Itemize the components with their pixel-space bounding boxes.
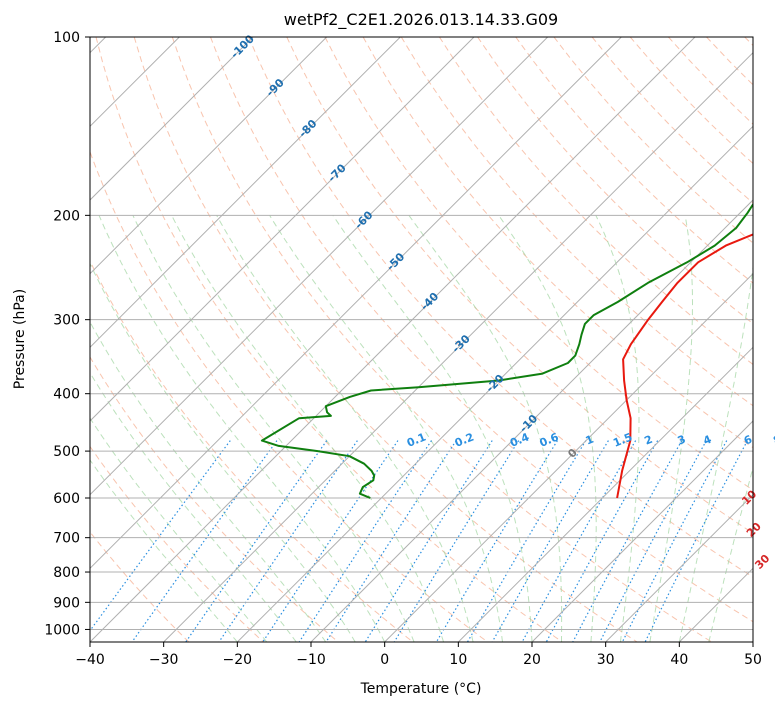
x-tick-label: −40 [75,652,105,668]
mixing-ratio-line [364,440,493,642]
y-tick-label: 800 [53,565,80,581]
y-tick-label: 500 [53,444,80,460]
x-tick-label: −30 [149,652,179,668]
y-axis-label: Pressure (hPa) [12,289,28,389]
mixing-ratio-line [131,440,278,642]
y-tick-label: 1000 [44,622,80,638]
y-tick-label: 900 [53,595,80,611]
dry-adiabat-line [90,356,339,642]
moist-adiabat-line [171,215,445,642]
x-tick-label: 20 [523,652,541,668]
x-tick-label: 40 [670,652,688,668]
isotherm-line [90,37,401,349]
grid [90,37,753,642]
dry-adiabat-line [248,37,753,578]
y-tick-label: 100 [53,30,80,46]
moist-adiabat-line [408,215,563,642]
mixing-ratio-line [435,440,558,642]
y-tick-label: 700 [53,531,80,547]
mixing-ratio-line [599,440,707,642]
dry-adiabat-line [477,37,753,325]
isotherm-line [384,272,753,642]
y-tick-label: 600 [53,491,80,507]
mixing-ratio-line [90,440,231,632]
mixing-ratio-label: 8 [771,433,775,448]
moist-adiabat-line [216,215,474,642]
mixing-ratio-line [644,440,748,642]
x-tick-label: 0 [380,652,389,668]
dry-adiabat-line [133,37,638,642]
isotherm-line [163,51,753,642]
mixing-ratio-line [218,440,358,642]
dry-adiabat-line [210,37,753,623]
isotherm-line [90,37,549,496]
x-tick-label: 10 [449,652,467,668]
isotherm-line [90,37,254,201]
profiles [260,202,753,499]
dry-adiabat-line [90,445,264,642]
y-tick-label: 300 [53,313,80,329]
dewpoint-profile [260,202,753,499]
mixing-ratio-line [621,440,728,642]
moist-adiabat-line [132,215,415,642]
isotherm-line [90,37,328,275]
isotherm-line [236,125,753,642]
isotherm-line [90,37,475,422]
isotherm-line [605,493,753,642]
mixing-ratio-line [545,440,659,642]
isotherm-line [90,37,696,642]
x-axis-ticks: −40 −30 −20 −10 0 10 20 30 40 50 [75,642,762,668]
dry-adiabat-line [324,37,753,491]
mixing-ratio-line [572,440,683,642]
moist-adiabat-line [98,215,386,642]
isotherm-line [457,346,753,642]
dry-adiabat-line [90,150,488,642]
isotherm-line [531,420,753,642]
y-axis-ticks: 100 200 300 400 500 600 700 800 900 1000 [44,30,90,638]
mixing-ratio-label: 3 [676,433,688,448]
moist-adiabat-line [269,215,503,642]
isotherm-line [310,199,753,642]
mixing-ratio-line [491,440,609,642]
moist-adiabat-label: 40 [772,580,775,600]
chart-title: wetPf2_C2E1.2026.013.14.33.G09 [284,10,558,30]
y-tick-label: 200 [53,208,80,224]
x-tick-label: −20 [223,652,253,668]
y-tick-label: 400 [53,387,80,403]
moist-adiabat-line [90,262,356,642]
moist-adiabat-line [595,215,640,642]
x-tick-label: 30 [597,652,615,668]
moist-adiabat-line [90,417,268,642]
x-tick-label: −10 [296,652,326,668]
x-axis-label: Temperature (°C) [360,681,482,697]
mixing-ratio-line [185,440,328,642]
x-tick-label: 50 [744,652,762,668]
mixing-ratio-label: 1 [584,433,596,448]
moist-adiabat-line [649,215,693,642]
plot-frame [89,36,754,643]
moist-adiabat-line [90,371,297,642]
moist-adiabat-line [678,263,753,642]
background-lines [90,37,753,642]
isotherm-line [90,37,622,570]
mixing-ratio-label: 2 [643,433,655,448]
moist-adiabat-line [90,459,238,642]
moist-adiabat-line [498,215,597,642]
mixing-ratio-line [262,440,399,642]
mixing-ratio-line [466,440,587,642]
moist-adiabat-line [90,321,327,642]
moist-adiabat-line [332,215,533,642]
temperature-profile [616,233,753,499]
dry-adiabat-line [95,37,563,642]
